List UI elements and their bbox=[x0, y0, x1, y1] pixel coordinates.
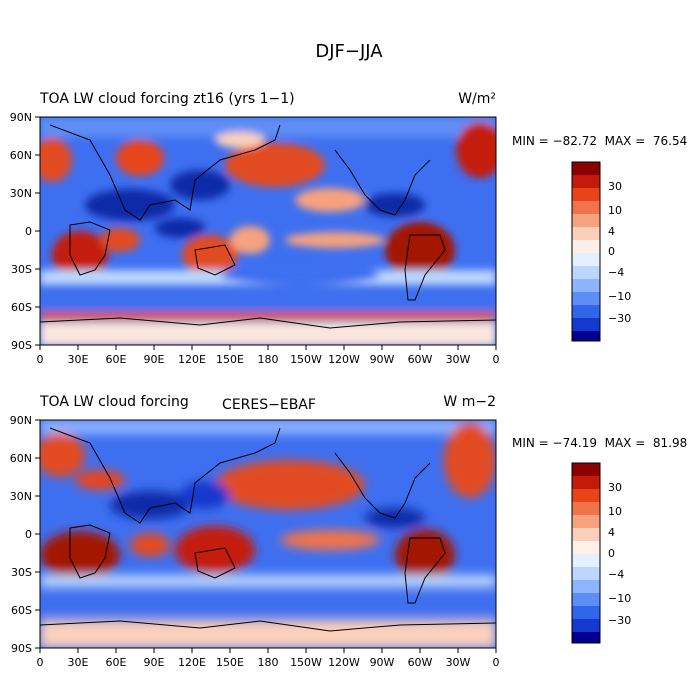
lat-tick-label: 30S bbox=[11, 566, 32, 579]
lat-tick-label: 0 bbox=[25, 528, 32, 541]
lon-tick-label: 60W bbox=[408, 353, 433, 366]
lon-tick-label: 120W bbox=[328, 353, 360, 366]
map-field bbox=[40, 420, 496, 648]
lon-tick-label: 30W bbox=[446, 656, 471, 669]
lon-tick-label: 150W bbox=[290, 656, 322, 669]
colorbar-label: 30 bbox=[608, 481, 622, 494]
panel-units: W m−2 bbox=[443, 394, 496, 410]
lat-tick-label: 60S bbox=[11, 301, 32, 314]
lon-tick-label: 180 bbox=[258, 353, 279, 366]
lon-tick-label: 90E bbox=[144, 656, 165, 669]
lon-ticks: 0 30E 60E 90E 120E 150E 180 150W 120W 90… bbox=[37, 345, 500, 366]
lat-tick-label: 90N bbox=[10, 111, 32, 124]
stats-label: MIN = −74.19 MAX = 81.98 bbox=[512, 436, 687, 450]
colorbar-label: 4 bbox=[608, 526, 615, 539]
colorbar-label: 0 bbox=[608, 245, 615, 258]
lon-tick-label: 150W bbox=[290, 353, 322, 366]
colorbar-label: −10 bbox=[608, 290, 631, 303]
lon-tick-label: 180 bbox=[258, 656, 279, 669]
lat-tick-label: 0 bbox=[25, 225, 32, 238]
lon-tick-label: 120W bbox=[328, 656, 360, 669]
lat-tick-label: 90S bbox=[11, 339, 32, 352]
figure-title: DJF−JJA bbox=[315, 41, 383, 62]
lon-tick-label: 0 bbox=[37, 656, 44, 669]
colorbar-label: −10 bbox=[608, 592, 631, 605]
panel-title-left: TOA LW cloud forcing bbox=[39, 394, 189, 410]
lat-tick-label: 30N bbox=[10, 490, 32, 503]
panel-obs: TOA LW cloud forcing CERES−EBAF W m−2 bbox=[10, 394, 687, 669]
colorbar-label: −30 bbox=[608, 312, 631, 325]
lat-ticks: 90N 60N 30N 0 30S 60S 90S bbox=[10, 111, 40, 352]
lon-tick-label: 30W bbox=[446, 353, 471, 366]
lon-tick-label: 90W bbox=[370, 656, 395, 669]
lon-tick-label: 150E bbox=[216, 353, 244, 366]
lon-tick-label: 30E bbox=[68, 353, 89, 366]
panel-title-left: TOA LW cloud forcing zt16 (yrs 1−1) bbox=[39, 91, 295, 107]
lon-tick-label: 60E bbox=[106, 353, 127, 366]
colorbar-label: −4 bbox=[608, 568, 624, 581]
lon-tick-label: 90W bbox=[370, 353, 395, 366]
lon-ticks: 0 30E 60E 90E 120E 150E 180 150W 120W 90… bbox=[37, 648, 500, 669]
colorbar-label: −4 bbox=[608, 266, 624, 279]
lon-tick-label: 120E bbox=[178, 353, 206, 366]
colorbar-label: 30 bbox=[608, 180, 622, 193]
colorbar-label: 10 bbox=[608, 505, 622, 518]
coastline bbox=[40, 124, 496, 329]
panel-model: TOA LW cloud forcing zt16 (yrs 1−1) W/m² bbox=[10, 91, 687, 366]
lat-ticks: 90N 60N 30N 0 30S 60S 90S bbox=[10, 414, 40, 655]
lat-tick-label: 90S bbox=[11, 642, 32, 655]
stats-label: MIN = −82.72 MAX = 76.54 bbox=[512, 134, 687, 148]
lat-tick-label: 60N bbox=[10, 149, 32, 162]
colorbar-label: 10 bbox=[608, 204, 622, 217]
panel-title-center: CERES−EBAF bbox=[222, 397, 316, 413]
colorbar-label: 4 bbox=[608, 225, 615, 238]
lon-tick-label: 150E bbox=[216, 656, 244, 669]
lat-tick-label: 60S bbox=[11, 604, 32, 617]
colorbar-label: −30 bbox=[608, 614, 631, 627]
lon-tick-label: 60W bbox=[408, 656, 433, 669]
lat-tick-label: 30N bbox=[10, 187, 32, 200]
panel-units: W/m² bbox=[458, 91, 496, 107]
lon-tick-label: 60E bbox=[106, 656, 127, 669]
lat-tick-label: 90N bbox=[10, 414, 32, 427]
lon-tick-label: 0 bbox=[493, 353, 500, 366]
lat-tick-label: 60N bbox=[10, 452, 32, 465]
lat-tick-label: 30S bbox=[11, 263, 32, 276]
colorbar-label: 0 bbox=[608, 547, 615, 560]
colorbar: 30 10 4 0 −4 −10 −30 bbox=[571, 161, 631, 342]
lon-tick-label: 120E bbox=[178, 656, 206, 669]
lon-tick-label: 30E bbox=[68, 656, 89, 669]
colorbar: 30 10 4 0 −4 −10 −30 bbox=[571, 462, 631, 644]
lon-tick-label: 0 bbox=[493, 656, 500, 669]
lon-tick-label: 90E bbox=[144, 353, 165, 366]
lon-tick-label: 0 bbox=[37, 353, 44, 366]
map-field bbox=[40, 117, 496, 345]
coastline bbox=[40, 427, 496, 632]
